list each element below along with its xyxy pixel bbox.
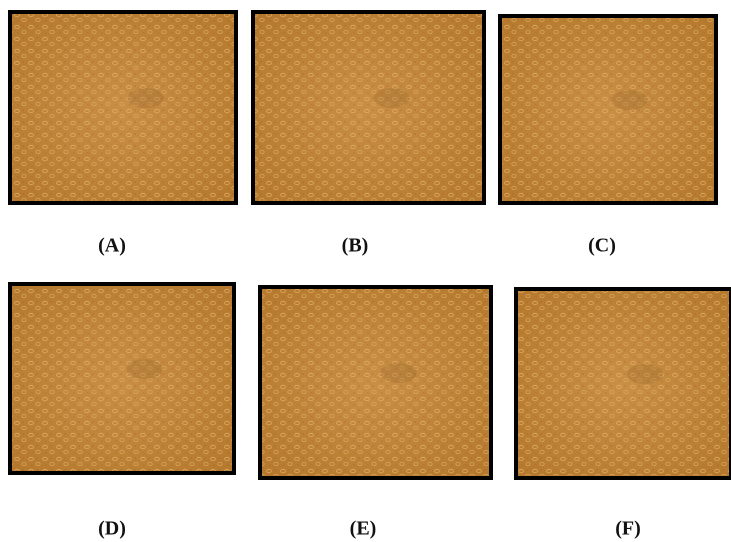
dark-spot: [381, 363, 417, 383]
dark-spot: [374, 88, 410, 108]
panel-label: (B): [342, 235, 369, 257]
dark-spot: [126, 359, 162, 379]
micrograph-texture: [10, 284, 234, 473]
micrograph-texture: [10, 12, 236, 203]
figure: (A) (B) (C) (D) (E) (F): [0, 0, 731, 542]
panel-label: (C): [588, 235, 616, 257]
micrograph-texture: [260, 287, 491, 478]
panel-label: (D): [98, 518, 126, 540]
dark-spot: [627, 364, 663, 384]
micrograph-texture: [253, 12, 484, 203]
panels: (A) (B) (C) (D) (E) (F): [10, 12, 731, 540]
micrograph-texture: [516, 289, 731, 478]
dark-spot: [612, 90, 648, 110]
panel-label: (F): [615, 518, 641, 540]
dark-spot: [128, 88, 164, 108]
micrograph-texture: [500, 16, 716, 203]
panel-label: (E): [350, 518, 377, 540]
panel-label: (A): [98, 235, 126, 257]
